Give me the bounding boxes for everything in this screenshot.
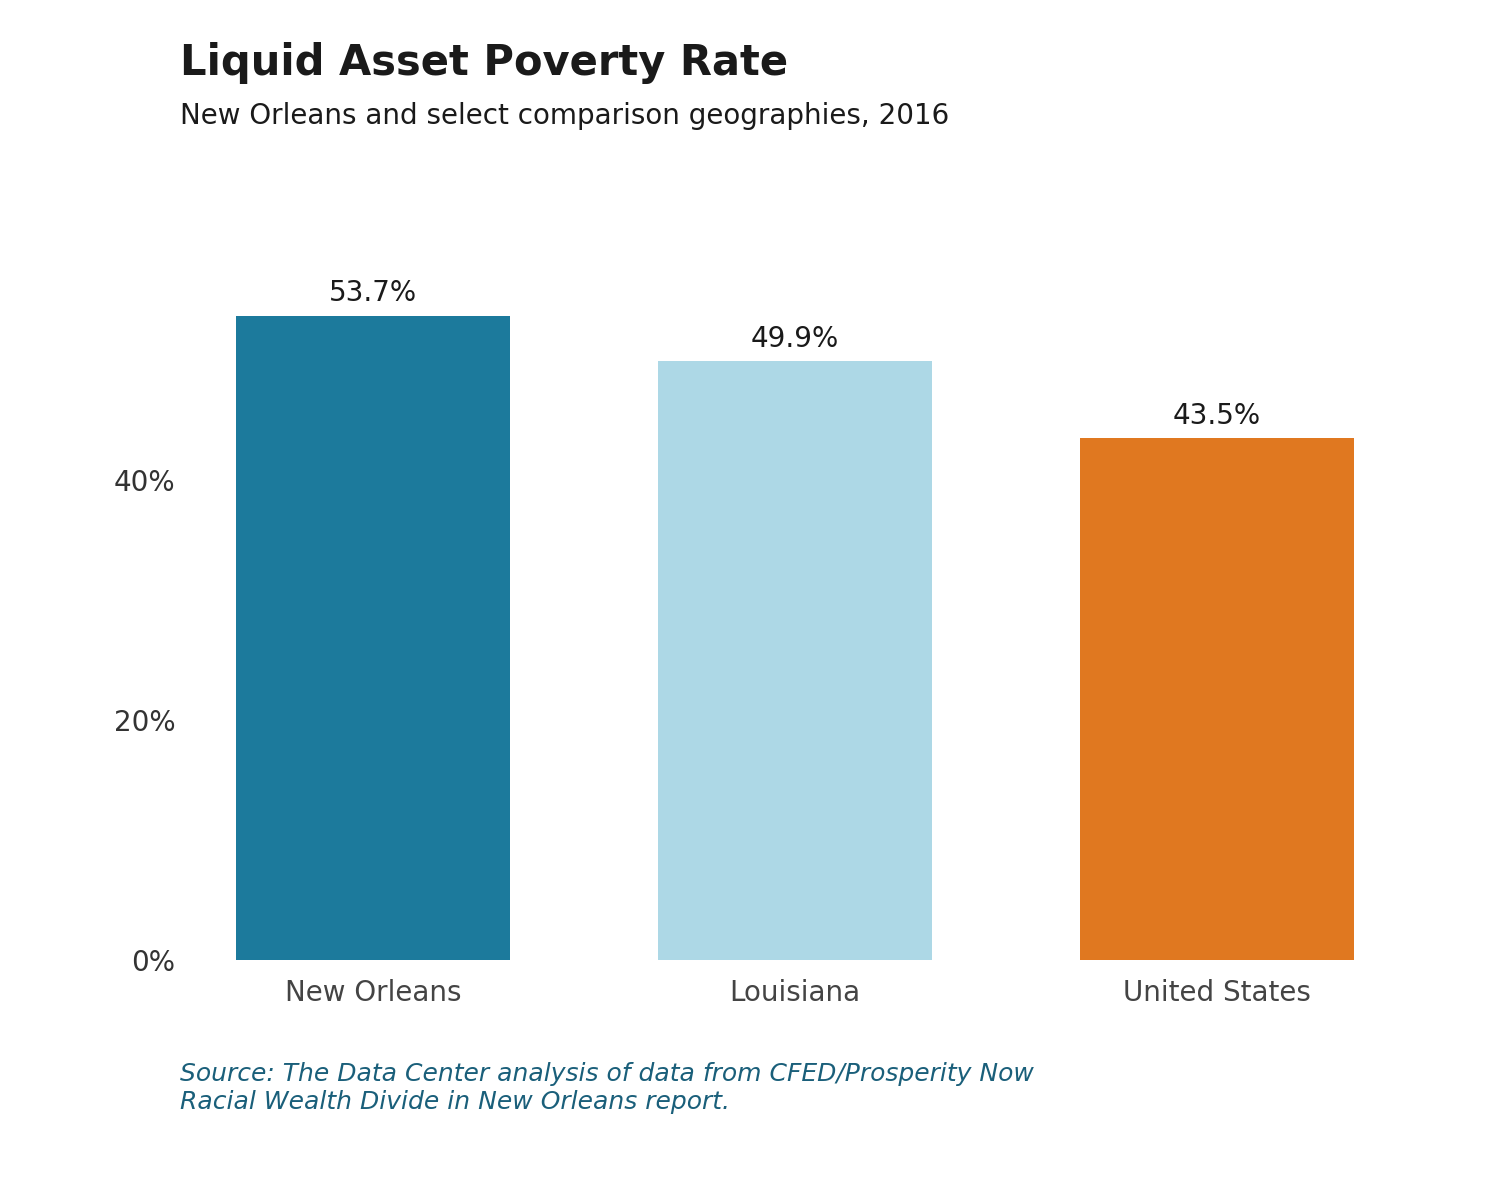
- Bar: [236, 316, 510, 960]
- Bar: [658, 361, 932, 960]
- Text: 53.7%: 53.7%: [328, 280, 417, 307]
- Text: Liquid Asset Poverty Rate: Liquid Asset Poverty Rate: [180, 42, 788, 84]
- Text: Source: The Data Center analysis of data from CFED/Prosperity Now
Racial Wealth : Source: The Data Center analysis of data…: [180, 1062, 1034, 1114]
- Text: New Orleans and select comparison geographies, 2016: New Orleans and select comparison geogra…: [180, 102, 950, 130]
- Text: 49.9%: 49.9%: [752, 325, 839, 353]
- Bar: [1080, 438, 1354, 960]
- Text: 43.5%: 43.5%: [1173, 402, 1262, 430]
